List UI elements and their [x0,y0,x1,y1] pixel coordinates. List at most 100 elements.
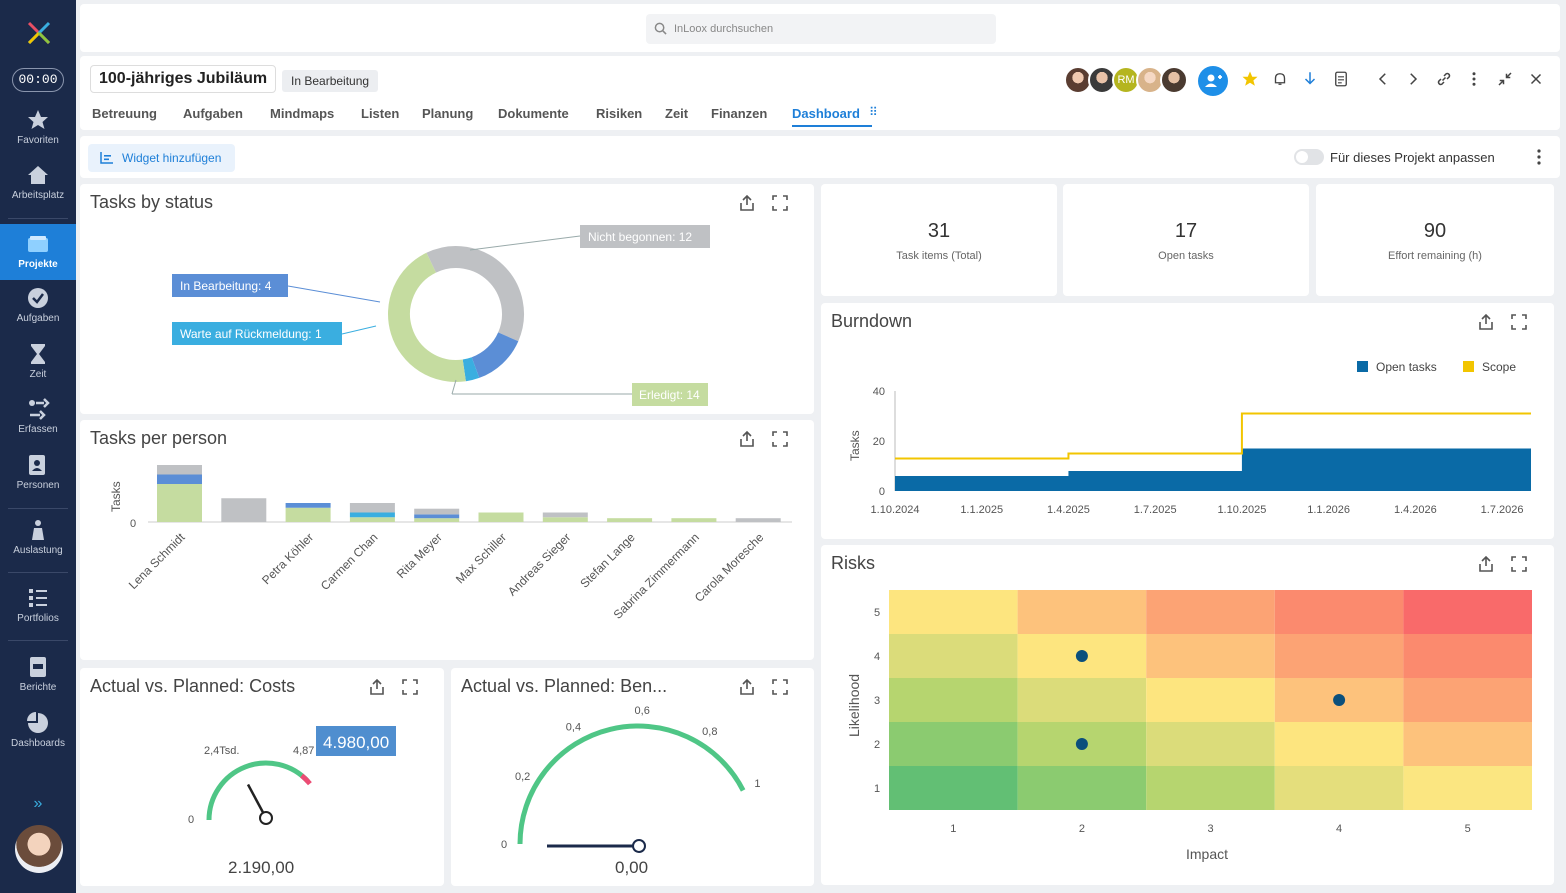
project-title[interactable]: 100-jähriges Jubiläum [90,65,277,93]
status-badge[interactable]: In Bearbeitung [282,70,379,92]
widget-title: Actual vs. Planned: Ben... [461,676,668,696]
share-icon[interactable] [1477,313,1495,331]
sidebar-item-personen[interactable]: Personen [0,453,76,491]
widget-title: Actual vs. Planned: Costs [90,676,296,696]
legend-swatch [1357,361,1368,372]
more-vertical-icon[interactable] [1532,149,1546,165]
risk-cell [1146,722,1275,766]
app-logo[interactable] [26,20,52,46]
x-tick-label: Stefan Lange [577,530,638,591]
sidebar-item-label: Favoriten [17,135,59,146]
tab-betreuung[interactable]: Betreuung [92,106,157,121]
chevron-right-icon[interactable] [1404,70,1422,88]
risk-cell [1146,678,1275,722]
x-tick-label: 2 [1079,823,1085,835]
x-tick-label: Rita Meyer [394,530,445,581]
download-icon[interactable] [1301,70,1319,88]
status-label-bg [172,322,342,345]
tab-zeit[interactable]: Zeit [665,106,689,121]
tab-dokumente[interactable]: Dokumente [498,106,569,121]
kpi-effort-remaining: 90 Effort remaining (h) [1316,184,1554,296]
gauge-arc [517,723,746,845]
expand-icon[interactable] [402,679,418,695]
x-tick-label: 4 [1336,823,1342,835]
collapse-icon[interactable] [1496,70,1514,88]
user-avatar[interactable] [15,825,63,873]
bar-segment-done [349,517,395,522]
report-icon [30,657,46,677]
expand-icon[interactable] [772,431,788,447]
tab-dashboard[interactable]: Dashboard [792,106,872,127]
close-icon[interactable] [1527,70,1545,88]
share-icon[interactable] [738,678,756,696]
star-icon[interactable] [1241,70,1259,88]
gauge-tick-label: 4,87 [293,745,314,757]
drag-handle-icon[interactable]: ⠿ [869,105,878,119]
search-input[interactable]: InLoox durchsuchen [646,14,996,44]
sidebar-item-projekte[interactable]: Projekte [0,224,76,280]
sidebar-item-berichte[interactable]: Berichte [0,655,76,693]
dashboard-toolbar: Widget hinzufügen Für dieses Projekt anp… [80,136,1560,178]
sidebar-item-dashboards[interactable]: Dashboards [0,711,76,749]
search-placeholder: InLoox durchsuchen [674,23,774,35]
share-icon[interactable] [1477,555,1495,573]
risk-cell [1403,766,1532,810]
gauge-tick-label: 0,8 [702,726,717,738]
expand-icon[interactable] [772,679,788,695]
x-tick-label: 5 [1465,823,1471,835]
gauge-tooltip: 4.980,00 [323,733,389,752]
add-widget-button[interactable]: Widget hinzufügen [88,144,236,172]
expand-sidebar-button[interactable]: » [33,795,43,812]
bar-segment-notstarted [349,503,395,513]
gauge-tick-label: 1 [754,778,760,790]
expand-icon[interactable] [772,195,788,211]
risk-point [1075,738,1088,750]
tab-mindmaps[interactable]: Mindmaps [270,106,335,121]
x-tick-label: Carola Moresche [692,530,767,605]
bar-segment-done [157,484,202,522]
customize-toggle[interactable] [1294,149,1324,165]
avatar-initials: RM [1117,74,1135,86]
x-tick-label: Max Schiller [453,530,509,586]
sidebar-item-erfassen[interactable]: Erfassen [0,397,76,435]
share-icon[interactable] [738,194,756,212]
link-icon[interactable] [1435,70,1453,88]
sidebar-item-aufgaben[interactable]: Aufgaben [0,286,76,324]
sidebar-item-favoriten[interactable]: Favoriten [0,108,76,146]
sidebar-item-zeit[interactable]: Zeit [0,342,76,380]
y-tick-label: 0 [879,486,885,498]
expand-icon[interactable] [1511,556,1527,572]
chevron-left-icon[interactable] [1374,70,1392,88]
y-tick-label: 1 [874,783,880,795]
tab-aufgaben[interactable]: Aufgaben [183,106,243,121]
share-icon[interactable] [368,678,386,696]
leader-line [451,379,457,395]
costs-gauge-widget: Actual vs. Planned: Costs 0 2,4Tsd. 4,87… [80,668,444,886]
bar-segment-done [414,518,460,522]
gauge-tick-label: 0,6 [635,705,650,717]
bar-segment-done [671,518,717,522]
bar-segment-wait [349,512,395,518]
donut-chart: Nicht begonnen: 12 In Bearbeitung: 4 War… [172,225,710,406]
add-user-button[interactable] [1198,66,1228,96]
widget-title: Risks [831,553,875,573]
tab-finanzen[interactable]: Finanzen [711,106,768,121]
bell-icon[interactable] [1271,70,1289,88]
benefits-gauge: 0 0,2 0,4 0,6 0,8 1 0,00 [501,705,761,877]
workload-icon [32,520,44,540]
tab-risiken[interactable]: Risiken [596,106,643,121]
share-icon[interactable] [738,430,756,448]
sidebar-item-arbeitsplatz[interactable]: Arbeitsplatz [0,163,76,201]
timer[interactable]: 00:00 [12,68,64,92]
more-vertical-icon[interactable] [1465,70,1483,88]
sidebar-item-portfolios[interactable]: Portfolios [0,586,76,624]
tab-listen[interactable]: Listen [361,106,400,121]
risk-cell [889,590,1018,634]
sidebar-item-auslastung[interactable]: Auslastung [0,518,76,556]
document-icon[interactable] [1332,70,1350,88]
avatar[interactable] [1160,66,1188,94]
portfolio-icon [29,589,47,607]
expand-icon[interactable] [1511,314,1527,330]
tab-planung[interactable]: Planung [422,106,474,121]
sidebar-divider [8,508,68,509]
